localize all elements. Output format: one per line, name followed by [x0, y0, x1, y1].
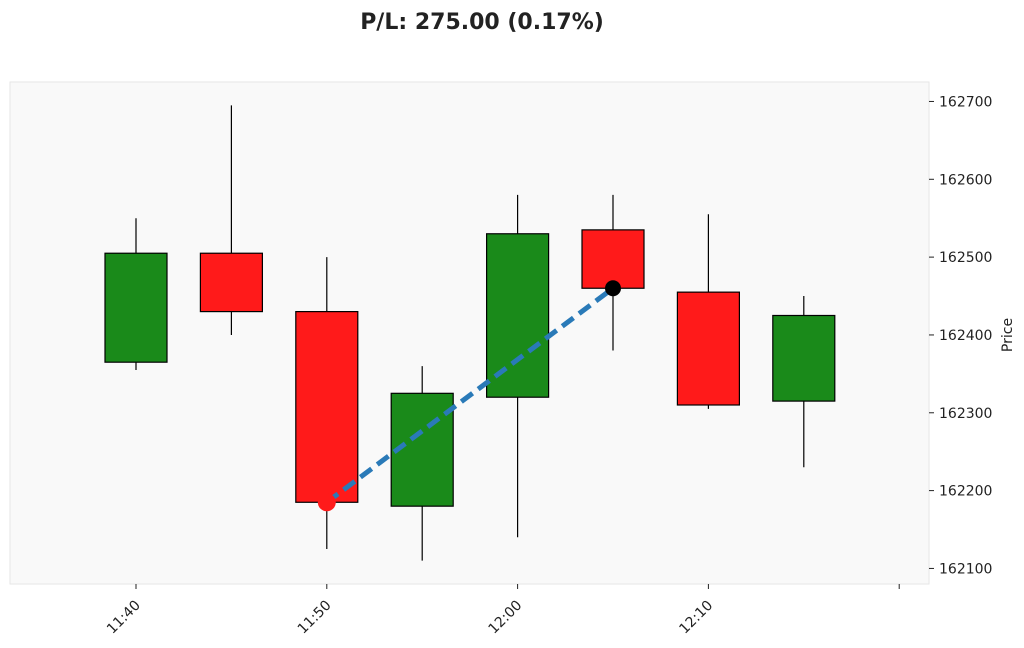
- candle-body-down: [581, 229, 645, 289]
- x-tick-label: 12:10: [676, 598, 716, 638]
- y-tick-label: 162100: [939, 561, 992, 577]
- trade-line: [325, 286, 615, 505]
- candle-body-down: [295, 310, 359, 503]
- y-tick-label: 162500: [939, 250, 992, 266]
- y-tick-label: 162400: [939, 328, 992, 344]
- y-tick-label: 162300: [939, 406, 992, 422]
- y-tick-label: 162700: [939, 94, 992, 110]
- y-tick-label: 162200: [939, 484, 992, 500]
- candle-body-up: [486, 233, 550, 398]
- trade-group: [317, 280, 621, 512]
- candle-body-up: [772, 314, 836, 402]
- candle-body-down: [199, 252, 263, 313]
- candle-body-down: [676, 291, 741, 406]
- candle-body-up: [390, 392, 454, 507]
- y-tick-label: 162600: [939, 172, 992, 188]
- exit-marker: [605, 280, 621, 297]
- candle-body-up: [104, 252, 168, 363]
- x-tick-label: 11:50: [295, 598, 335, 638]
- entry-marker: [317, 493, 336, 512]
- chart-title: P/L: 275.00 (0.17%): [360, 10, 604, 35]
- y-axis-label: Price: [1000, 318, 1016, 352]
- candles-group: [104, 105, 836, 561]
- x-tick-label: 12:00: [486, 598, 526, 638]
- x-axis: 11:40 11:50 12:00 12:10: [104, 584, 900, 638]
- x-tick-label: 11:40: [104, 598, 144, 638]
- y-axis: 162100 162200 162300 162400 162500 162600 1627…: [929, 94, 992, 577]
